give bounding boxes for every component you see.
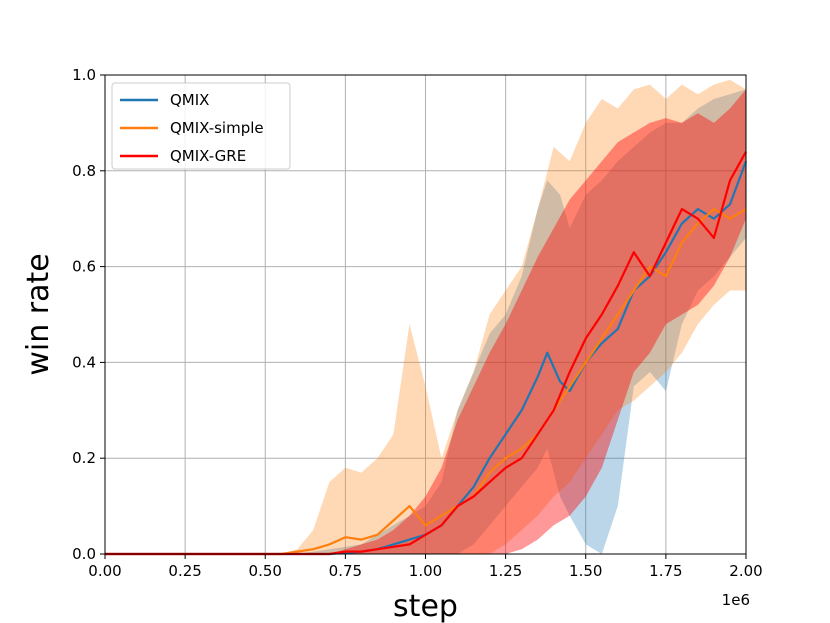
x-tick-label: 1.50 [569,562,602,580]
x-axis-title: step [393,589,458,623]
band-qmix-gre [105,89,746,555]
y-tick-label: 0.2 [72,449,96,467]
y-tick-label: 0.6 [72,258,96,276]
x-tick-label: 1.25 [489,562,522,580]
axis-ticks: 0.00 0.25 0.50 0.75 1.00 1.25 1.50 1.75 2.00 0.0 0… [72,66,763,580]
line-qmix-simple [105,208,747,556]
x-tick-label: 0.25 [168,562,201,580]
legend-label: QMIX [170,91,209,109]
x-axis-offset-label: 1e6 [722,591,750,609]
legend-box [111,82,291,170]
series-lines [105,151,748,556]
y-tick-label: 0.8 [72,162,96,180]
x-tick-label: 0.00 [88,562,121,580]
legend-label: QMIX-GRE [170,147,246,165]
y-tick-label: 1.0 [72,66,96,84]
line-qmix-gre [105,151,747,556]
confidence-bands [105,79,746,555]
band-qmix-simple [105,79,746,555]
y-tick-label: 0.4 [72,353,96,371]
y-axis-title: win rate [21,253,56,375]
y-tick-label: 0.0 [72,545,96,563]
x-tick-label: 0.75 [329,562,362,580]
x-tick-label: 1.75 [649,562,682,580]
x-tick-label: 2.00 [729,562,762,580]
band-qmix [105,89,746,555]
x-tick-label: 1.00 [409,562,442,580]
legend-label: QMIX-simple [170,119,264,137]
x-tick-label: 0.50 [249,562,282,580]
legend: QMIX QMIX-simple QMIX-GRE [111,82,291,170]
